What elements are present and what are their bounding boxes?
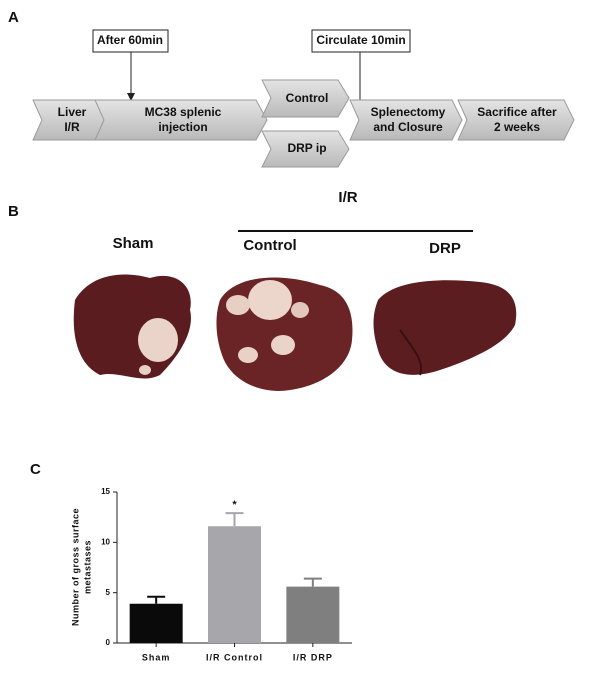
panel-label: B [8, 203, 19, 220]
step-label: Sacrifice after [477, 105, 557, 119]
step-label: MC38 splenic [145, 105, 222, 119]
step [261, 130, 350, 168]
liver-photo [216, 277, 353, 391]
note: Circulate 10min [316, 33, 405, 47]
photo-label: Sham [113, 235, 154, 252]
y-tick-label: 0 [106, 638, 111, 647]
photo-label: DRP [429, 240, 461, 257]
bar [129, 603, 183, 643]
step-label: DRP ip [287, 141, 326, 155]
panel-label: C [30, 461, 41, 478]
x-tick-label: Sham [142, 652, 171, 662]
bar [286, 586, 340, 643]
step-label: I/R [64, 120, 80, 134]
arrow-head [127, 93, 135, 101]
y-axis-label: Number of gross surface [70, 508, 80, 626]
step-label: injection [158, 120, 207, 134]
step-label: Control [286, 91, 329, 105]
note-box [311, 29, 411, 53]
liver-photo [373, 280, 517, 376]
step [94, 99, 268, 141]
bar [208, 526, 261, 643]
y-axis-label: metastases [82, 540, 92, 594]
photo-label: Control [243, 237, 296, 254]
step-label: Splenectomy [371, 105, 446, 119]
panel-label: A [8, 9, 19, 26]
y-tick-label: 10 [101, 537, 110, 546]
annotation: * [232, 499, 237, 511]
step [349, 99, 463, 141]
step [261, 79, 350, 118]
group-label: I/R [338, 189, 357, 206]
step-label: and Closure [373, 120, 443, 134]
bar-chart: 0 5 10 15 Number of gross surface metastases S… [70, 487, 352, 662]
y-tick-label: 5 [106, 588, 111, 597]
step-label: Liver [58, 105, 87, 119]
x-tick-label: I/R Control [206, 652, 263, 662]
y-tick-label: 15 [101, 487, 110, 496]
note: After 60min [97, 33, 163, 47]
step [457, 99, 575, 141]
step-label: 2 weeks [494, 120, 540, 134]
liver-photo [73, 274, 191, 379]
x-tick-label: I/R DRP [293, 652, 333, 662]
